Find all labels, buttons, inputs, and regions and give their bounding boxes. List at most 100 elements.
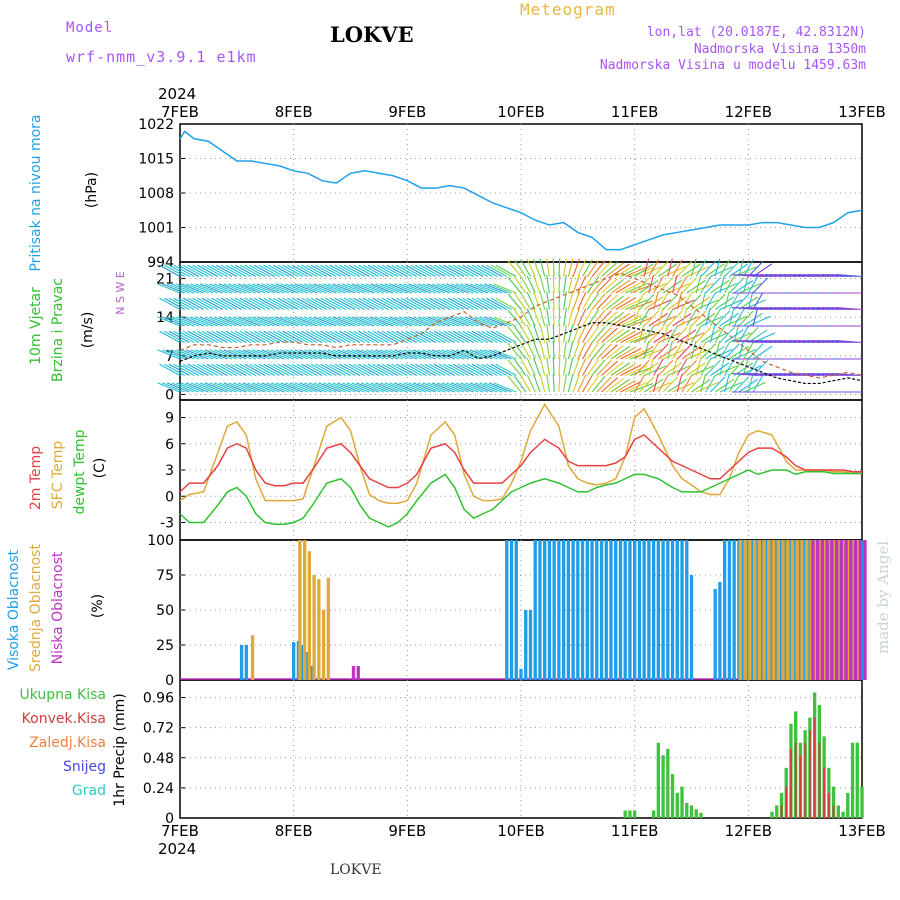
wind-barb: [681, 263, 702, 277]
wind-barb: [465, 382, 489, 393]
wind-barb: [729, 345, 749, 360]
wind-barb: [648, 381, 672, 393]
wind-barb: [539, 258, 546, 277]
wind-barb: [405, 363, 427, 376]
wind-barb: [310, 330, 332, 343]
wind-barb: [738, 325, 750, 343]
wind-barb: [639, 279, 659, 294]
wind-barb: [586, 276, 600, 294]
wind-barb: [195, 382, 219, 393]
wind-barb: [752, 277, 769, 294]
wind-barb: [299, 316, 323, 327]
wind-barb: [662, 308, 674, 327]
wind-barb: [620, 364, 642, 376]
precip-bar: [841, 811, 845, 818]
wind-barb: [410, 330, 432, 343]
cloud-bar-high: [538, 540, 542, 680]
wind-barb: [261, 283, 285, 294]
wind-barb: [185, 382, 209, 393]
wind-barb: [391, 264, 413, 277]
wind-barb: [567, 357, 574, 376]
ytick-label: 3: [165, 463, 174, 479]
wind-barb: [272, 264, 294, 277]
wind-barb: [582, 325, 593, 343]
wind-barb: [398, 316, 422, 327]
wind-barb: [211, 330, 233, 343]
wind-barb: [360, 316, 384, 327]
wind-barb: [308, 382, 332, 393]
wind-barb: [256, 283, 280, 294]
wind-barb: [258, 297, 280, 310]
wind-barb: [610, 279, 630, 294]
wind-barb: [520, 358, 531, 376]
wind-barb: [653, 329, 673, 343]
wind-barb: [323, 316, 346, 327]
cloud-bar-low: [820, 540, 825, 680]
wind-barb: [438, 297, 460, 310]
wind-barb: [413, 349, 436, 360]
wind-barb: [204, 316, 228, 327]
ytick-label: 9: [165, 411, 174, 427]
wind-barb: [310, 264, 332, 277]
wind-barb: [486, 264, 508, 277]
wind-barb: [471, 297, 493, 310]
wind-barb: [384, 283, 408, 294]
wind-barb: [490, 264, 512, 277]
wind-barb: [601, 261, 618, 277]
wind-barb: [275, 382, 299, 393]
wind-barb: [209, 316, 233, 327]
wind-barb: [270, 283, 294, 294]
wind-barb: [615, 264, 636, 277]
wind-barb: [403, 316, 427, 327]
wind-barb: [479, 283, 503, 294]
wind-barb: [230, 264, 252, 277]
precip-bar: [770, 811, 774, 818]
wind-barb: [294, 316, 318, 327]
wind-barb: [261, 382, 285, 393]
wind-barb: [624, 266, 648, 278]
wind-barb: [166, 316, 190, 327]
wind-barb: [329, 264, 351, 277]
wind-barb: [400, 264, 422, 277]
wind-barb: [457, 330, 479, 343]
ylabel-precip-unit: 1hr Precip (mm): [112, 693, 128, 806]
wind-barb: [577, 341, 587, 360]
wind-barb: [190, 316, 214, 327]
wind-barb: [479, 382, 503, 393]
wind-barb: [526, 341, 536, 360]
wind-barb: [237, 283, 261, 294]
wind-barb: [162, 382, 185, 393]
tick-label-bottom: 8FEB: [275, 822, 313, 840]
wind-barb: [266, 283, 290, 294]
wind-barb: [299, 283, 323, 294]
wind-barb: [268, 363, 290, 376]
wind-barb: [601, 344, 618, 360]
wind-barb: [341, 283, 365, 294]
wind-barb: [672, 259, 683, 277]
wind-barb: [681, 332, 705, 344]
wind-barb: [263, 297, 285, 310]
wind-barb: [277, 264, 299, 277]
precip-bar: [813, 717, 816, 818]
wind-barb: [239, 330, 261, 343]
wind-barb: [443, 264, 465, 277]
precip-bar: [780, 805, 783, 818]
wind-barb: [710, 362, 730, 376]
wind-barb: [320, 363, 342, 376]
wind-barb: [662, 324, 669, 343]
wind-barb: [251, 283, 275, 294]
wind-barb: [643, 325, 655, 343]
wind-barb: [400, 297, 422, 310]
wind-barb: [634, 277, 650, 294]
wind-barb: [206, 330, 228, 343]
wind-barb: [686, 294, 702, 310]
wind-barb: [513, 259, 527, 277]
wind-barb: [493, 316, 517, 327]
wind-barb: [220, 363, 242, 376]
wind-barb: [280, 316, 304, 327]
wind-barb: [266, 349, 290, 360]
wind-barb: [414, 330, 437, 343]
wind-barb: [381, 363, 403, 376]
wind-barb: [414, 297, 437, 310]
wind-barb: [481, 264, 503, 277]
